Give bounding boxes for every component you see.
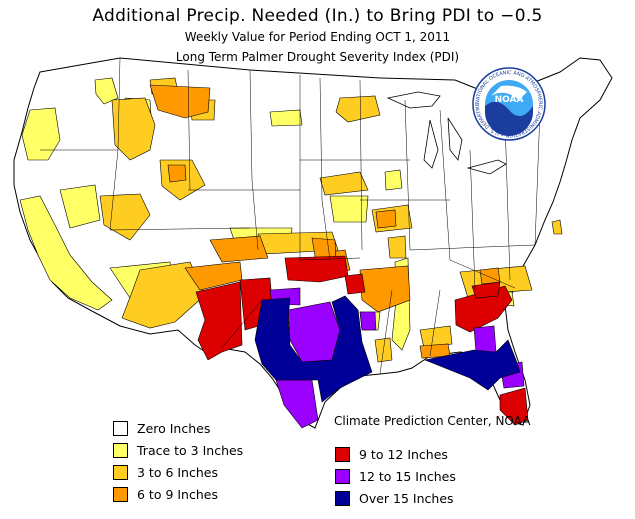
legend-label: 6 to 9 Inches	[137, 486, 218, 502]
legend-swatch	[335, 490, 350, 506]
index-name: Long Term Palmer Drought Severity Index …	[175, 50, 460, 64]
map-title: Additional Precip. Needed (In.) to Bring…	[92, 6, 543, 26]
zone-9-12	[195, 255, 529, 426]
zone-3-6	[99, 77, 563, 363]
zone-6-9	[149, 84, 501, 359]
noaa-logo: NATIONAL OCEANIC AND ATMOSPHERIC ADMINIS…	[471, 66, 546, 141]
legend-label: 3 to 6 Inches	[137, 464, 218, 480]
legend-item: Trace to 3 Inches	[113, 441, 243, 459]
legend-item: 3 to 6 Inches	[113, 463, 218, 481]
legend-swatch	[335, 446, 350, 462]
legend-swatch	[113, 486, 128, 502]
legend-label: Trace to 3 Inches	[137, 442, 244, 458]
zone-over-15	[254, 295, 521, 403]
legend-swatch	[335, 468, 350, 484]
legend-item: Over 15 Inches	[335, 489, 454, 507]
legend-label: 12 to 15 Inches	[359, 468, 456, 484]
legend-item: 6 to 9 Inches	[113, 485, 218, 503]
climate-division-borders	[40, 57, 541, 375]
legend-swatch	[113, 442, 128, 458]
great-lakes	[386, 91, 507, 175]
noaa-logo-text: NOAA	[495, 95, 524, 105]
legend-swatch	[113, 420, 128, 436]
credit-text: Climate Prediction Center, NOAA	[334, 414, 531, 428]
legend-swatch	[113, 464, 128, 480]
legend-item: Zero Inches	[113, 419, 210, 437]
legend-item: 12 to 15 Inches	[335, 467, 456, 485]
legend-item: 9 to 12 Inches	[335, 445, 448, 463]
legend-label: Zero Inches	[137, 420, 211, 436]
legend-label: 9 to 12 Inches	[359, 446, 448, 462]
map-subtitle: Weekly Value for Period Ending OCT 1, 20…	[184, 30, 451, 44]
legend-label: Over 15 Inches	[359, 490, 454, 506]
